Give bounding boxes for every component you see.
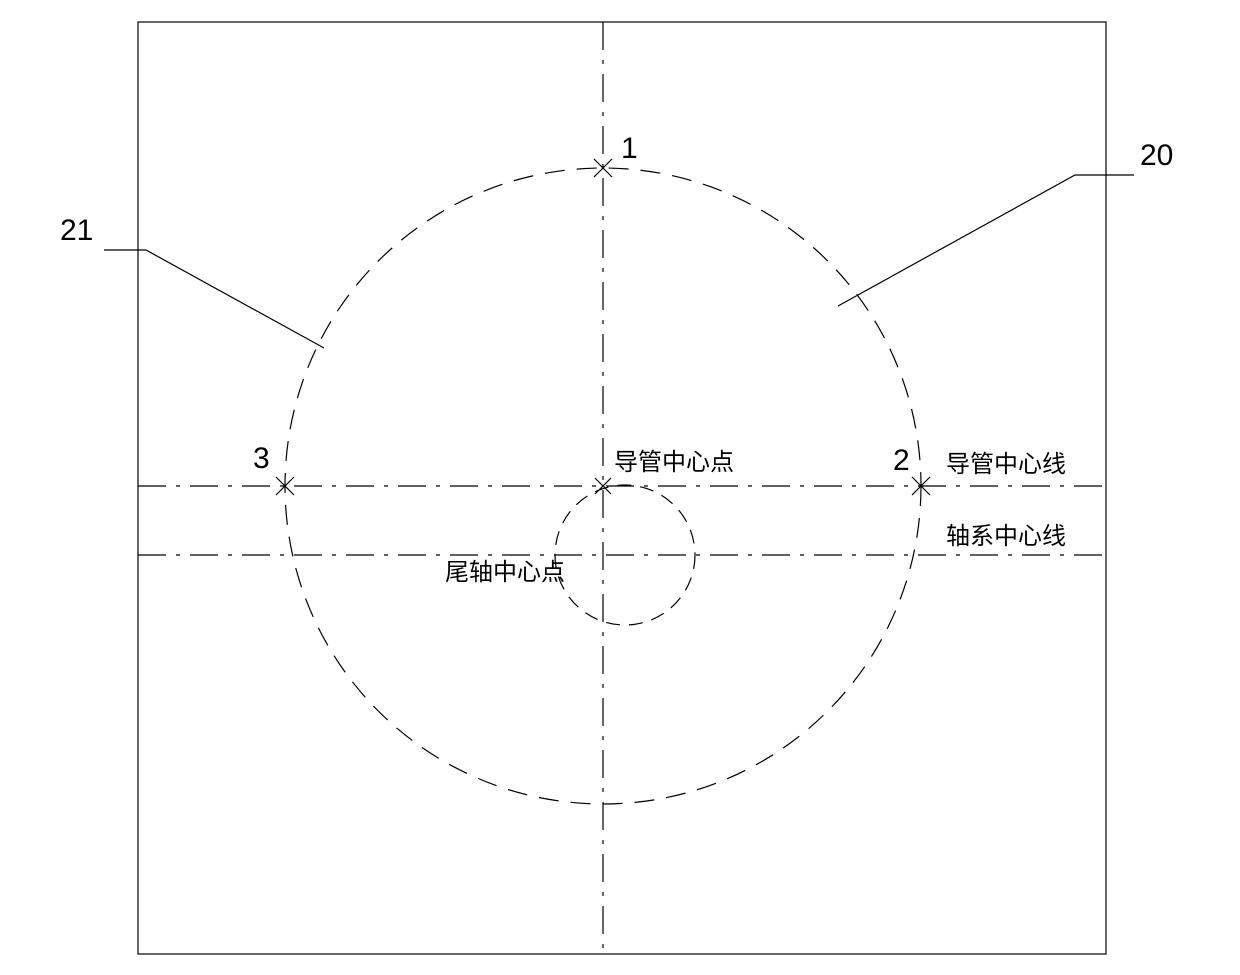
callout-20-leader xyxy=(838,175,1134,306)
label-shaft-centerline: 轴系中心线 xyxy=(946,523,1066,550)
point-3-label: 3 xyxy=(253,442,270,475)
point-2-label: 2 xyxy=(893,444,910,477)
label-duct-centerline: 导管中心线 xyxy=(946,451,1066,478)
label-tail-shaft-center-point: 尾轴中心点 xyxy=(445,559,565,586)
point-1-label: 1 xyxy=(621,132,638,165)
callout-20-text: 20 xyxy=(1140,139,1173,172)
callout-21-leader xyxy=(104,250,324,348)
callout-21-text: 21 xyxy=(60,214,93,247)
label-duct-center-point: 导管中心点 xyxy=(614,449,734,476)
